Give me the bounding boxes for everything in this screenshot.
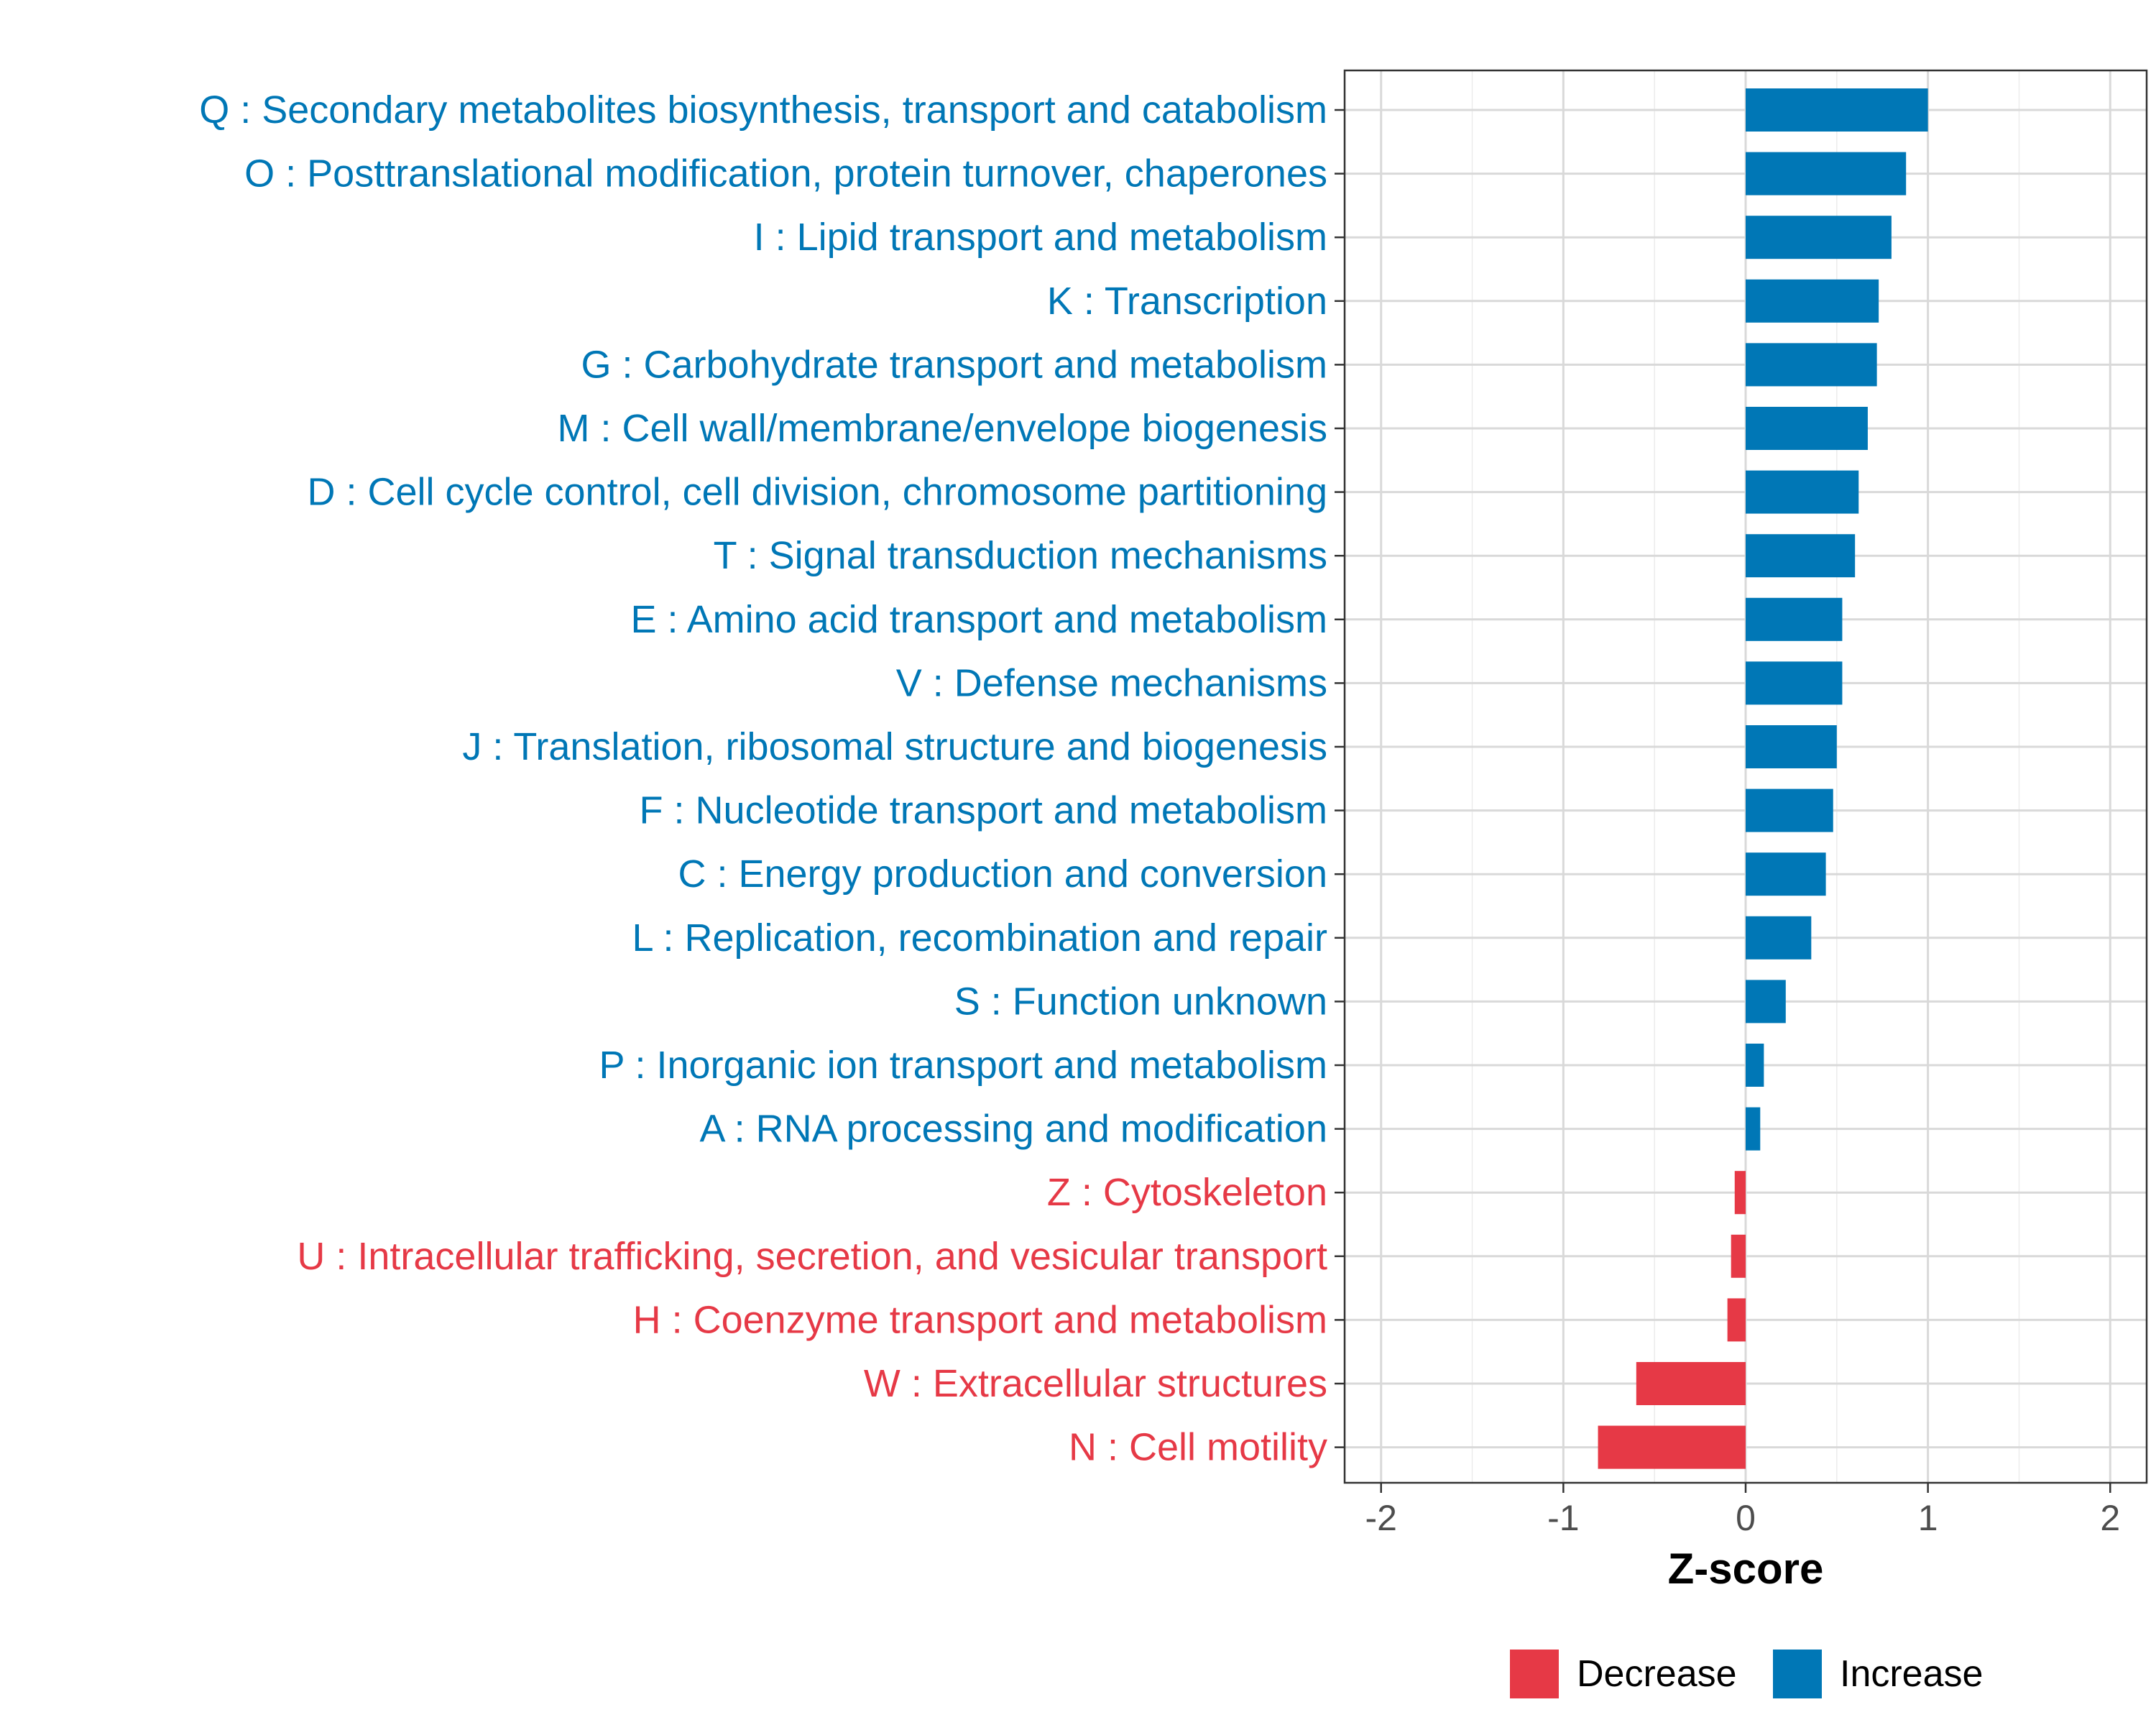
bar	[1746, 980, 1786, 1024]
category-label: S : Function unknown	[954, 980, 1327, 1023]
category-label: N : Cell motility	[1069, 1426, 1327, 1469]
bar	[1746, 597, 1843, 641]
bar	[1746, 661, 1843, 705]
legend-label-increase: Increase	[1840, 1653, 1983, 1695]
bar	[1746, 1044, 1764, 1087]
x-tick-label: 0	[1736, 1498, 1756, 1538]
bar	[1598, 1425, 1746, 1469]
category-label: Z : Cytoskeleton	[1047, 1171, 1327, 1214]
category-label: Q : Secondary metabolites biosynthesis, …	[199, 88, 1327, 132]
category-label: V : Defense mechanisms	[896, 661, 1327, 704]
legend-swatch-increase	[1773, 1650, 1822, 1698]
bar	[1746, 470, 1859, 514]
category-label: M : Cell wall/membrane/envelope biogenes…	[557, 407, 1327, 450]
bar	[1746, 1107, 1761, 1151]
bars	[1598, 88, 1928, 1469]
category-label: P : Inorganic ion transport and metaboli…	[599, 1044, 1327, 1087]
bar	[1746, 88, 1928, 132]
bar	[1731, 1234, 1746, 1278]
category-label: L : Replication, recombination and repai…	[632, 916, 1327, 960]
legend-swatch-decrease	[1510, 1650, 1559, 1698]
category-label: E : Amino acid transport and metabolism	[631, 598, 1327, 641]
category-label: H : Coenzyme transport and metabolism	[633, 1298, 1327, 1341]
bar	[1746, 534, 1856, 578]
category-label: W : Extracellular structures	[864, 1362, 1327, 1405]
category-label: D : Cell cycle control, cell division, c…	[307, 471, 1327, 514]
x-tick-label: -1	[1547, 1498, 1579, 1538]
bar	[1746, 279, 1879, 323]
x-tick-label: 1	[1918, 1498, 1938, 1538]
y-axis-ticks	[1335, 109, 1345, 1448]
bar	[1746, 407, 1868, 450]
bar	[1746, 788, 1833, 832]
bar	[1727, 1298, 1746, 1342]
bar	[1734, 1171, 1746, 1215]
x-axis-ticks: -2 -1 0 1 2	[1365, 1483, 2120, 1538]
category-label: O : Posttranslational modification, prot…	[244, 152, 1327, 196]
category-label: F : Nucleotide transport and metabolism	[640, 789, 1327, 832]
bar	[1636, 1362, 1746, 1405]
category-label: C : Energy production and conversion	[678, 852, 1327, 896]
category-labels: Q : Secondary metabolites biosynthesis, …	[199, 88, 1327, 1469]
category-label: A : RNA processing and modification	[700, 1108, 1327, 1151]
category-label: G : Carbohydrate transport and metabolis…	[581, 343, 1328, 386]
bar	[1746, 152, 1907, 196]
x-tick-label: -2	[1365, 1498, 1396, 1538]
bar	[1746, 725, 1837, 768]
bar	[1746, 343, 1877, 387]
legend: Decrease Increase	[1510, 1650, 1983, 1698]
x-tick-label: 2	[2100, 1498, 2120, 1538]
bar	[1746, 216, 1892, 259]
bar	[1746, 916, 1812, 960]
category-label: T : Signal transduction mechanisms	[714, 534, 1327, 577]
bar	[1746, 852, 1826, 896]
x-axis-title: Z-score	[1668, 1545, 1824, 1593]
category-label: U : Intracellular trafficking, secretion…	[297, 1235, 1327, 1278]
category-label: I : Lipid transport and metabolism	[754, 216, 1327, 259]
legend-label-decrease: Decrease	[1577, 1653, 1737, 1695]
category-label: K : Transcription	[1047, 280, 1327, 323]
category-label: J : Translation, ribosomal structure and…	[462, 725, 1327, 768]
